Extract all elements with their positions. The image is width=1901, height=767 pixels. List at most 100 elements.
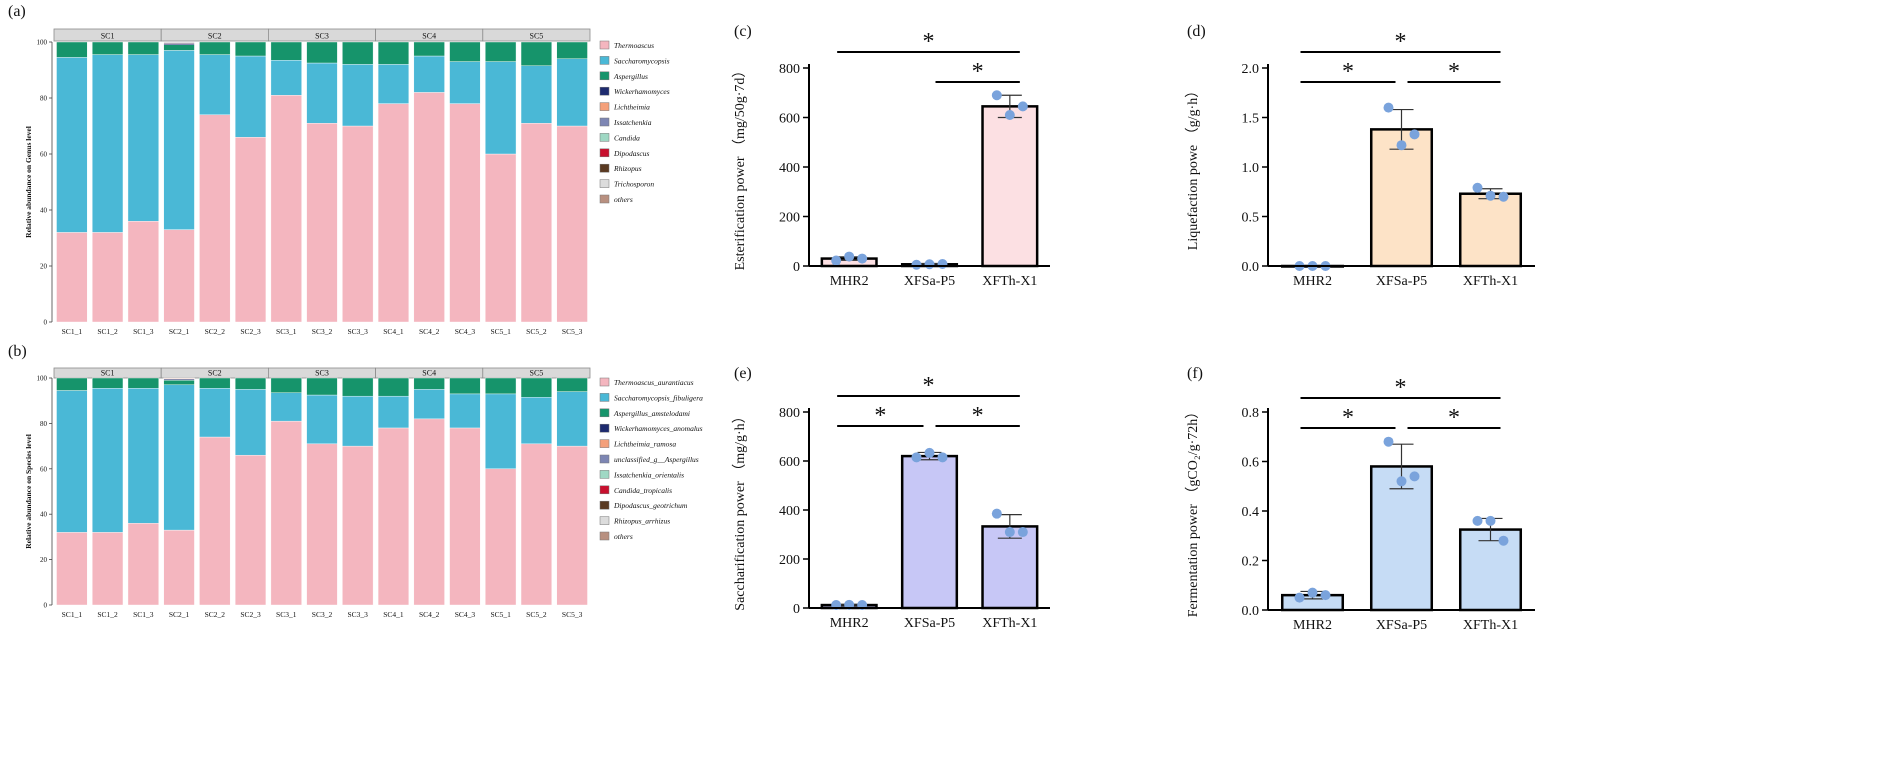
panel-label-a: (a): [8, 3, 26, 20]
bar-segment-SC4_1-0: [377, 103, 410, 323]
legend-label: Saccharomycopsis: [614, 56, 670, 65]
bar-segment-SC2_1-5: [163, 41, 195, 43]
bar-segment-SC5_2-2: [520, 41, 552, 66]
y-tick-label: 1.5: [1242, 112, 1260, 127]
bar-segment-SC2_2-2: [199, 41, 231, 55]
bar-segment-SC2_3-0: [234, 454, 267, 606]
legend-swatch: [599, 163, 610, 173]
legend-label: Rhizopus_arrhizus: [613, 517, 670, 526]
bar-segment-SC2_1-3: [163, 43, 195, 46]
legend-swatch: [599, 485, 610, 495]
data-point-XFTh-X1: [1017, 527, 1028, 538]
panel-label-c: (c): [734, 23, 752, 40]
y-axis-label: Relative abundance on Species level: [24, 434, 33, 549]
x-tick-label: SC2_2: [205, 610, 226, 619]
y-tick-label: 2.0: [1242, 62, 1260, 77]
x-tick-label: SC3_3: [348, 327, 369, 336]
significance-star: *: [923, 29, 935, 55]
y-tick-label: 100: [37, 375, 48, 383]
x-tick-label: MHR2: [830, 616, 869, 631]
x-tick-label: SC5_3: [562, 610, 583, 619]
significance-star: *: [1395, 375, 1407, 401]
x-tick-label: MHR2: [1293, 618, 1332, 633]
legend-swatch: [599, 423, 610, 433]
x-tick-label: SC4_2: [419, 610, 440, 619]
legend-label: Wickerhamomyces: [614, 87, 670, 96]
bar-segment-SC4_1-1: [377, 395, 410, 429]
bar-XFSa-P5: [900, 454, 959, 610]
x-tick-label: XFTh-X1: [1463, 274, 1518, 289]
bar-segment-SC1_2-1: [92, 54, 124, 233]
panel-e: (e) MHR2 XFSa-P5 XFTh-X1 0 200 400 600 800 Saccha…: [732, 365, 1050, 631]
bar-segment-SC3_2-0: [306, 443, 338, 606]
bar-segment-SC2_1-2: [163, 44, 195, 51]
legend-swatch: [599, 40, 610, 50]
bar-segment-SC5_3-1: [556, 391, 588, 447]
bar-segment-SC1_2-2: [92, 41, 124, 55]
legend-swatch: [599, 117, 610, 127]
bar-segment-SC5_3-1: [556, 58, 588, 127]
bar-segment-SC2_2-1: [199, 54, 231, 115]
panel-c: (c) MHR2 XFSa-P5 XFTh-X1 0 200 400 600 800 Esteri…: [732, 23, 1050, 289]
legend-label: unclassified_g__Aspergillus: [614, 455, 699, 464]
bar-segment-SC2_2-0: [199, 114, 231, 323]
data-point-XFTh-X1: [1485, 190, 1496, 201]
bar-XFTh-X1: [1458, 528, 1523, 612]
legend-label: Saccharomycopsis_fibuligera: [614, 393, 703, 402]
data-point-MHR2: [844, 251, 855, 262]
legend-swatch: [599, 148, 610, 158]
x-tick-label: SC2_2: [205, 327, 226, 336]
bar-segment-SC1_3-0: [127, 220, 159, 323]
bar-segment-SC1_2-2: [92, 377, 124, 389]
y-tick-label: 0: [44, 319, 48, 327]
data-point-XFTh-X1: [991, 90, 1002, 101]
bar-segment-SC5_1-1: [485, 61, 517, 155]
bar-segment-SC5_2-0: [520, 122, 552, 323]
data-point-XFTh-X1: [1472, 515, 1483, 526]
bar-segment-SC2_1-0: [163, 529, 195, 606]
bar-segment-SC4_2-1: [413, 389, 445, 420]
bar-segment-SC4_3-1: [449, 61, 481, 104]
bar-segment-SC1_3-1: [127, 388, 159, 524]
x-tick-label: SC5_2: [526, 327, 547, 336]
bar-segment-SC4_2-2: [413, 41, 445, 57]
x-tick-label: SC1_3: [133, 610, 154, 619]
bar-segment-SC5_1-1: [485, 393, 517, 470]
legend-label: Lichtheimia: [613, 103, 650, 112]
y-tick-label: 20: [40, 263, 48, 271]
x-tick-label: SC3_1: [276, 610, 297, 619]
y-axis-label: Liquefaction powe （g/g·h）: [1185, 84, 1201, 250]
data-point-XFSa-P5: [1409, 129, 1420, 140]
x-tick-label: XFTh-X1: [1463, 618, 1518, 633]
x-tick-label: SC2_1: [169, 327, 190, 336]
bar-segment-SC3_1-0: [270, 420, 302, 606]
bar-segment-SC4_1-2: [377, 377, 410, 397]
x-tick-label: SC5_2: [526, 610, 547, 619]
bar-segment-SC4_3-0: [449, 427, 481, 606]
x-tick-label: SC1_3: [133, 327, 154, 336]
bar-segment-SC3_2-0: [306, 122, 338, 323]
data-point-XFSa-P5: [1409, 471, 1420, 482]
legend-swatch: [599, 500, 610, 510]
bar-segment-SC5_1-0: [485, 468, 517, 606]
significance-star: *: [972, 59, 984, 85]
x-tick-label: XFSa-P5: [1376, 618, 1427, 633]
y-tick-label: 80: [40, 95, 48, 103]
bar-segment-SC1_1-2: [56, 41, 88, 58]
x-tick-label: SC4_1: [383, 327, 404, 336]
bar-segment-SC3_3-1: [342, 64, 374, 127]
legend-swatch: [599, 516, 610, 525]
bar-segment-SC2_3-0: [234, 136, 267, 323]
bar-segment-SC4_1-0: [377, 427, 410, 606]
y-tick-label: 0.6: [1242, 456, 1260, 471]
bar-XFTh-X1: [981, 105, 1039, 268]
x-tick-label: MHR2: [1293, 274, 1332, 289]
y-tick-label: 0.8: [1242, 406, 1260, 421]
legend-swatch: [599, 102, 610, 111]
bar-segment-SC5_3-2: [556, 377, 588, 392]
y-tick-label: 0.5: [1242, 211, 1260, 226]
y-tick-label: 0.4: [1242, 505, 1260, 520]
y-tick-label: 0: [44, 602, 48, 610]
bar-segment-SC5_2-0: [520, 443, 552, 606]
bar-segment-SC1_1-1: [56, 390, 88, 533]
